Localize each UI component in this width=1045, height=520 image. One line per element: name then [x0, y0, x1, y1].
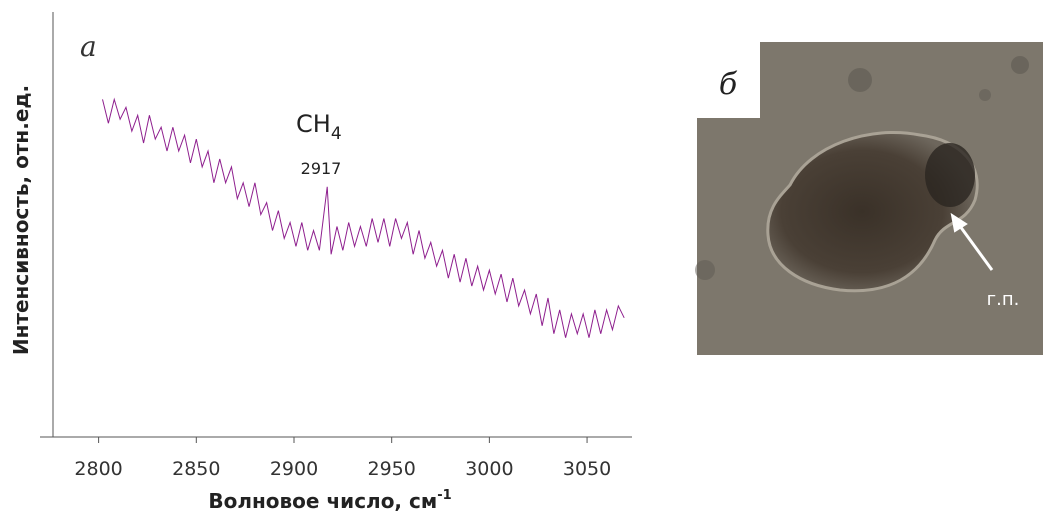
image-spot — [1011, 56, 1029, 74]
x-axis-label-text: Волновое число, см — [208, 489, 437, 513]
arrow — [955, 221, 994, 271]
panel-label-box — [697, 42, 760, 118]
gas-phase — [925, 143, 975, 207]
image-spot — [695, 260, 715, 280]
x-tick-label: 2800 — [74, 458, 122, 480]
annotation: CH4 — [296, 110, 342, 144]
inclusion — [766, 130, 979, 293]
arrow-head — [950, 212, 968, 233]
x-tick-label: 2850 — [172, 458, 220, 480]
x-axis-label-sup: -1 — [437, 488, 451, 503]
x-tick-label: 3000 — [465, 458, 513, 480]
x-tick-label: 2950 — [368, 458, 416, 480]
x-axis-label: Волновое число, см-1 — [208, 488, 451, 513]
micrograph: б г.п. — [695, 42, 1043, 355]
spectrum-line — [102, 97, 625, 338]
peak-label: 2917 — [301, 159, 342, 178]
image-spot — [979, 89, 991, 101]
annotation-text: CH — [296, 110, 331, 138]
panel-label: а — [80, 30, 97, 63]
annotation-sub: 4 — [331, 124, 342, 144]
y-axis-label: Интенсивность, отн.ед. — [9, 85, 33, 355]
x-tick-label: 2900 — [270, 458, 318, 480]
image-spot — [848, 68, 872, 92]
panel-label: б — [719, 67, 738, 102]
x-tick-label: 3050 — [563, 458, 611, 480]
image-annotation: г.п. — [987, 289, 1020, 310]
